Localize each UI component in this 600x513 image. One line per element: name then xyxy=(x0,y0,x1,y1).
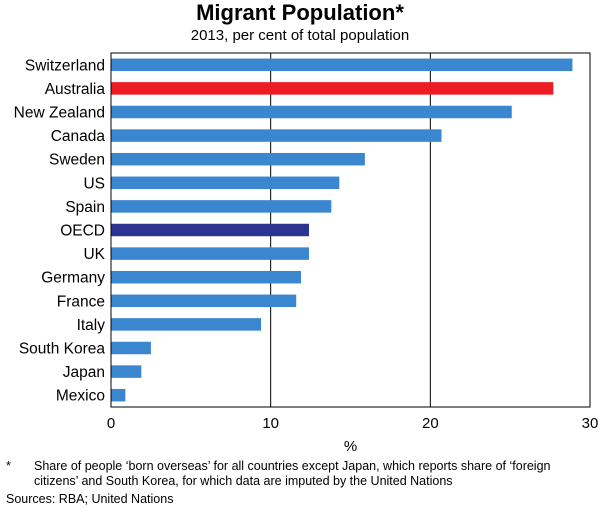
bar-italy xyxy=(111,318,262,331)
category-label-sweden: Sweden xyxy=(49,152,105,169)
bar-switzerland xyxy=(111,58,573,72)
bar-chart: Switzerland Australia New Zealand Canada Swe… xyxy=(14,52,599,455)
bars xyxy=(111,58,573,402)
category-label-south-korea: South Korea xyxy=(19,341,106,358)
bar-sweden xyxy=(111,152,365,166)
bar-canada xyxy=(111,129,442,142)
bar-japan xyxy=(111,365,142,378)
category-label-new-zealand: New Zealand xyxy=(14,105,105,122)
sources-note: Sources: RBA; United Nations xyxy=(6,492,174,506)
category-label-germany: Germany xyxy=(41,270,105,287)
category-label-canada: Canada xyxy=(51,128,106,145)
category-label-japan: Japan xyxy=(63,364,105,381)
x-axis-ticks: 0 10 20 30 xyxy=(107,415,599,432)
bar-spain xyxy=(111,200,332,213)
bar-new-zealand xyxy=(111,105,512,119)
x-tick-label-20: 20 xyxy=(422,415,439,432)
category-label-australia: Australia xyxy=(45,81,106,98)
bar-france xyxy=(111,294,297,308)
category-label-italy: Italy xyxy=(77,317,106,334)
bar-south-korea xyxy=(111,341,151,355)
bar-australia xyxy=(111,82,554,95)
footnote-marker: * xyxy=(6,459,11,473)
plot-frame xyxy=(110,52,591,408)
category-label-spain: Spain xyxy=(65,199,105,216)
bar-oecd xyxy=(111,223,309,237)
category-label-us: US xyxy=(83,175,105,192)
category-label-oecd: OECD xyxy=(60,223,105,240)
category-label-switzerland: Switzerland xyxy=(25,57,105,74)
category-label-france: France xyxy=(57,293,105,310)
bar-germany xyxy=(111,270,302,284)
x-tick-label-30: 30 xyxy=(582,415,599,432)
chart-subtitle: 2013, per cent of total population xyxy=(190,27,410,44)
x-axis-title: % xyxy=(344,438,357,455)
footnote: * Share of people ‘born overseas’ for al… xyxy=(6,459,596,489)
x-tick-label-0: 0 xyxy=(107,415,115,432)
bar-us xyxy=(111,176,340,190)
chart-title: Migrant Population* xyxy=(196,0,404,25)
bar-mexico xyxy=(111,388,126,402)
category-label-mexico: Mexico xyxy=(56,388,105,405)
bar-uk xyxy=(111,247,309,260)
x-tick-label-10: 10 xyxy=(262,415,279,432)
category-label-uk: UK xyxy=(83,246,105,263)
category-labels: Switzerland Australia New Zealand Canada Swe… xyxy=(14,57,106,404)
footnote-text: Share of people ‘born overseas’ for all … xyxy=(34,459,551,488)
